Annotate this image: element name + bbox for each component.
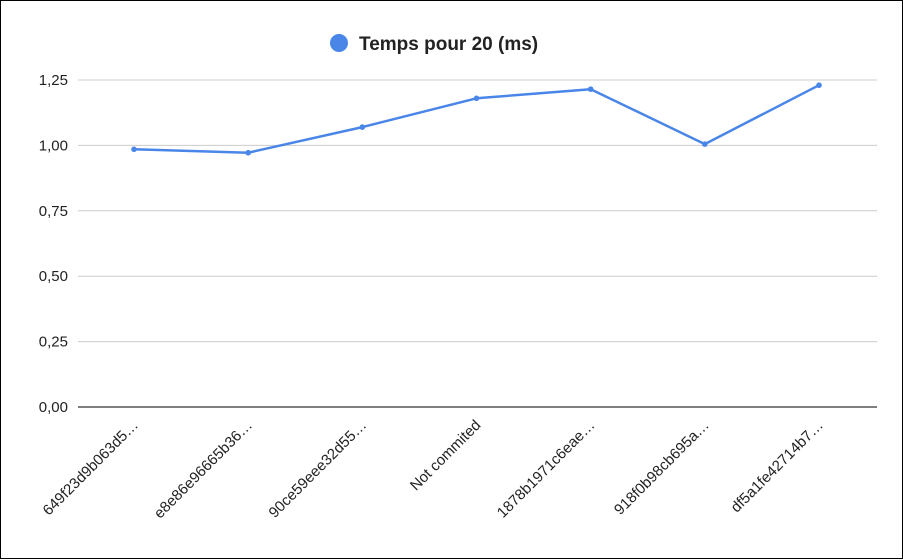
y-tick-label: 0,00	[39, 399, 68, 416]
data-point	[359, 124, 366, 130]
x-tick-label: 649f23d9b063d5…	[40, 417, 142, 519]
gridlines	[78, 79, 877, 408]
data-point	[131, 146, 137, 153]
x-axis: 649f23d9b063d5… e8e86e96665b36… 90ce59eee3…	[40, 417, 827, 522]
data-point	[245, 149, 251, 156]
data-point	[702, 141, 708, 147]
data-point	[587, 86, 594, 92]
legend: Temps pour 20 (ms)	[330, 34, 538, 55]
x-tick-label: 918f0b98cb695a…	[611, 417, 713, 519]
y-tick-label: 1,00	[39, 137, 68, 154]
x-tick-label: Not commited	[407, 417, 484, 494]
data-point	[816, 82, 822, 89]
legend-label: Temps pour 20 (ms)	[359, 34, 538, 55]
series-layer	[131, 82, 822, 156]
y-tick-label: 0,75	[39, 203, 68, 220]
x-tick-label: 1878b1971c6eae…	[494, 417, 599, 522]
x-tick-label: df5a1fe42714b7…	[728, 417, 827, 516]
series-line	[133, 84, 820, 154]
y-tick-label: 1,25	[39, 72, 68, 89]
x-tick-label: e8e86e96665b36…	[151, 417, 256, 522]
y-tick-label: 0,50	[39, 268, 68, 285]
data-point	[473, 95, 480, 102]
x-tick-label: 90ce59eee32d55…	[266, 417, 371, 522]
legend-marker	[330, 34, 348, 52]
y-axis: 0,00 0,25 0,50 0,75 1,00 1,25	[39, 72, 68, 416]
y-tick-label: 0,25	[39, 334, 68, 351]
